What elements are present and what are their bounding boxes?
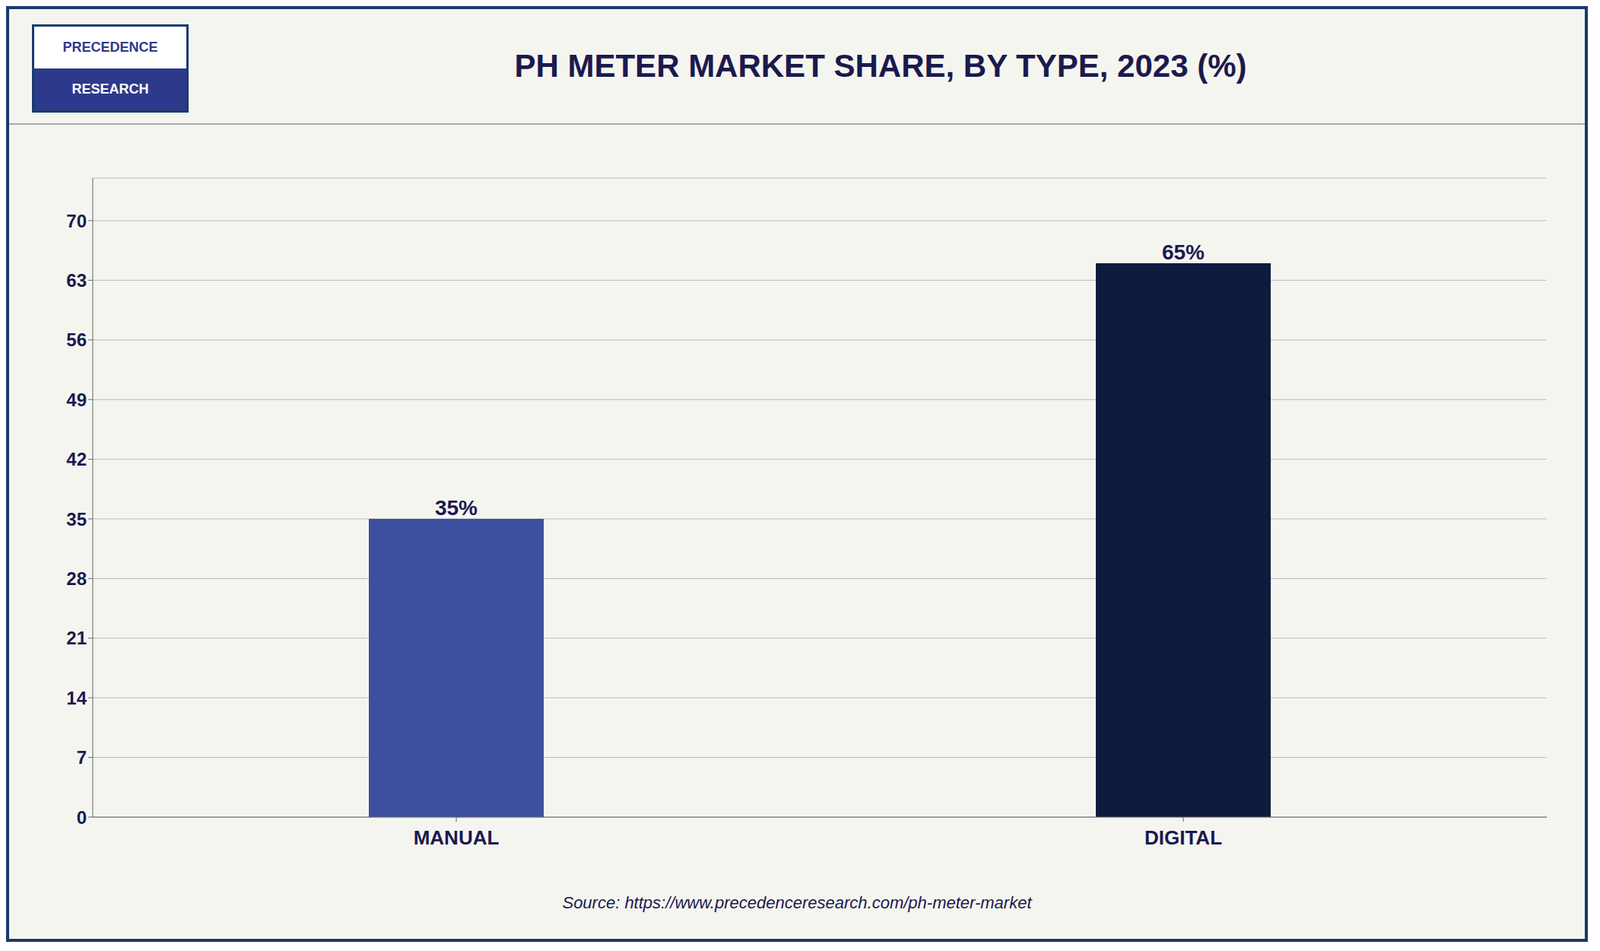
svg-text:70: 70 xyxy=(66,210,87,232)
svg-text:MANUAL: MANUAL xyxy=(413,825,500,849)
html-text:PRECEDENCE: PRECEDENCE xyxy=(62,39,158,55)
svg-text:0: 0 xyxy=(76,806,87,828)
svg-text:49: 49 xyxy=(66,389,87,410)
svg-text:DIGITAL: DIGITAL xyxy=(1144,825,1223,849)
svg-text:65%: 65% xyxy=(1161,240,1205,264)
svg-text:35%: 35% xyxy=(434,495,478,520)
svg-text:42: 42 xyxy=(66,448,87,470)
svg-text:14: 14 xyxy=(66,687,87,708)
html-text:Source: https://www.precedence: Source: https://www.precedenceresearch.c… xyxy=(562,892,1032,912)
svg-text:63: 63 xyxy=(66,269,87,291)
svg-text:56: 56 xyxy=(66,329,87,350)
svg-text:7: 7 xyxy=(76,746,87,768)
html-text:RESEARCH: RESEARCH xyxy=(71,81,149,97)
svg-text:35: 35 xyxy=(66,508,87,530)
svg-text:28: 28 xyxy=(66,568,87,589)
html-text:PH METER MARKET SHARE, BY TYPE: PH METER MARKET SHARE, BY TYPE, 2023 (%) xyxy=(514,47,1247,84)
svg-text:21: 21 xyxy=(66,627,87,648)
